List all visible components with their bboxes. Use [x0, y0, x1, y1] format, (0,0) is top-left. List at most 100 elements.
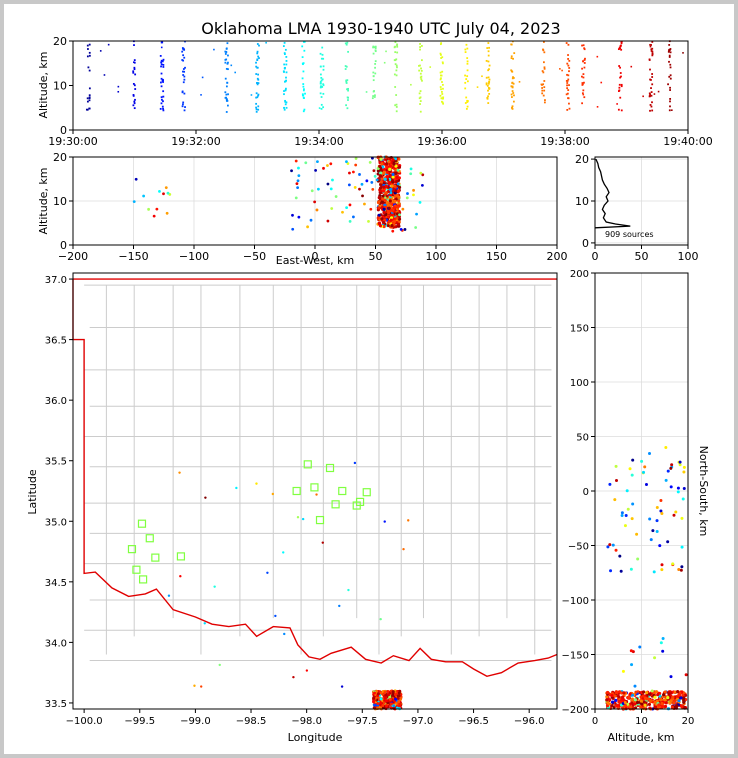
time-altitude-point — [284, 103, 287, 106]
ns-point — [630, 701, 634, 705]
time-altitude-point — [303, 88, 305, 91]
time-altitude-point — [347, 89, 349, 92]
time-altitude-point — [184, 66, 186, 69]
ns-point — [628, 467, 632, 471]
time-altitude-point — [285, 76, 287, 79]
time-altitude-point — [394, 41, 397, 44]
time-altitude-point — [87, 48, 89, 50]
time-altitude-point — [441, 93, 444, 95]
plan-view-point — [382, 701, 386, 705]
time-altitude-point — [568, 70, 570, 73]
east-west-point — [378, 186, 383, 190]
time-altitude-point — [134, 88, 137, 90]
histogram-xtick-label: 0 — [592, 250, 599, 263]
ns-point — [613, 694, 617, 698]
east-west-point — [412, 188, 415, 192]
ns-point — [670, 705, 674, 709]
ns-point — [670, 463, 674, 467]
time-altitude-point — [345, 79, 348, 82]
map-ytick-label: 34.0 — [45, 638, 67, 649]
ns-point — [677, 568, 681, 572]
time-altitude-point — [581, 82, 584, 84]
time-altitude-point — [418, 64, 420, 67]
time-altitude-point — [620, 48, 623, 51]
plan-view-point — [282, 551, 285, 554]
time-altitude-point — [302, 110, 305, 113]
east-west-point — [370, 181, 374, 184]
ns-xtick-label: 0 — [592, 716, 598, 727]
time-altitude-point — [466, 105, 469, 108]
plan-view-point — [392, 704, 396, 708]
ns-point — [634, 690, 638, 694]
ns-point — [610, 704, 614, 708]
time-altitude-point — [182, 68, 185, 70]
ns-point — [672, 513, 676, 517]
east-west-point — [388, 188, 392, 192]
plan-view-point — [292, 675, 295, 679]
time-altitude-point — [182, 70, 184, 73]
ns-point — [660, 568, 664, 572]
time-altitude-point — [668, 54, 671, 57]
time-altitude-point — [651, 41, 654, 43]
time-altitude-point — [346, 96, 349, 99]
time-altitude-point — [303, 97, 305, 100]
time-altitude-point — [653, 93, 656, 95]
east-west-point — [346, 162, 350, 165]
time-altitude-point — [465, 78, 468, 80]
time-altitude-point — [510, 43, 513, 46]
plan-view-point — [372, 691, 376, 695]
time-altitude-point — [543, 67, 546, 70]
east-west-point — [294, 159, 298, 163]
histogram-profile-line — [594, 158, 631, 229]
ns-point — [676, 689, 680, 694]
time-altitude-point — [394, 104, 397, 107]
time-altitude-point — [464, 51, 467, 54]
ns-point — [677, 693, 681, 697]
time-altitude-point — [543, 86, 546, 89]
time-altitude-point — [345, 43, 348, 46]
plan-view-point — [379, 697, 383, 701]
time-altitude-point — [365, 91, 368, 93]
time-altitude-point — [441, 81, 443, 83]
time-altitude-point — [117, 90, 120, 93]
time-altitude-point — [486, 97, 489, 100]
ns-points — [605, 445, 688, 711]
time-altitude-point — [372, 75, 375, 78]
time-altitude-point — [566, 73, 568, 76]
ns-point — [622, 691, 626, 695]
time-altitude-point — [466, 47, 469, 50]
time-altitude-point — [88, 51, 91, 54]
time-altitude-point — [511, 105, 514, 108]
time-altitude-point — [285, 56, 288, 58]
time-altitude-point — [476, 86, 479, 88]
ns-ytick-label: −200 — [562, 705, 589, 716]
east-west-xtick-label: −50 — [243, 250, 266, 263]
east-west-point — [395, 216, 399, 220]
time-altitude-point — [418, 69, 421, 72]
time-altitude-point — [88, 94, 91, 97]
time-altitude-point — [512, 100, 515, 103]
time-altitude-point — [344, 65, 347, 67]
east-west-xtick-label: 100 — [426, 250, 447, 263]
east-west-point — [295, 182, 299, 186]
east-west-point — [376, 216, 380, 220]
time-altitude-point — [160, 41, 163, 44]
time-altitude-point — [103, 74, 106, 76]
time-altitude-point — [162, 100, 164, 103]
time-altitude-point — [88, 54, 91, 57]
east-west-point — [365, 179, 369, 183]
east-west-point — [382, 185, 386, 189]
ns-point — [649, 699, 653, 703]
time-altitude-point — [619, 72, 622, 74]
east-west-point — [371, 188, 375, 191]
east-west-point — [316, 187, 320, 191]
ns-point — [623, 703, 627, 708]
plan-view-point — [218, 663, 221, 667]
ns-point — [669, 699, 673, 703]
time-altitude-point — [133, 61, 135, 63]
east-west-point — [385, 164, 389, 169]
ns-point — [636, 557, 640, 561]
east-west-point — [381, 194, 385, 198]
east-west-point — [393, 199, 397, 203]
time-altitude-point — [182, 54, 185, 57]
